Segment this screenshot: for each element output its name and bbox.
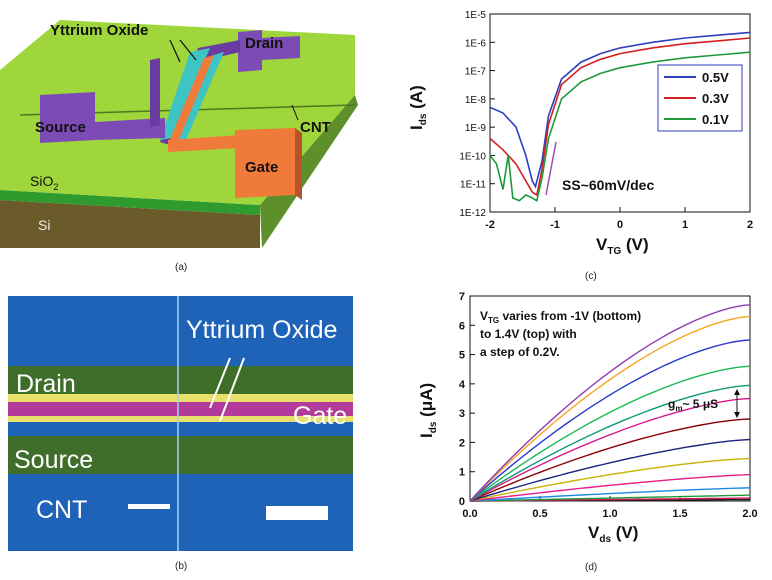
label-gate-b: Gate: [293, 402, 347, 430]
caption-b: (b): [175, 561, 188, 572]
series-line-d-8: [469, 397, 751, 502]
y-tick-label-c: 1E-11: [460, 180, 486, 191]
oxide-strip-2: [176, 52, 224, 142]
y-tick-label-c: 1E-5: [465, 10, 487, 21]
x-tick-label-d: 2.0: [742, 508, 757, 520]
series-line-d-13: [469, 304, 751, 502]
y-tick-label-d: 7: [459, 291, 465, 303]
si-layer: [0, 200, 260, 248]
panel-d: 0 1 2 3 4 5 6 7 0.0 0.5 1.0 1.5 2.0 VTG varies from…: [400, 288, 772, 558]
label-source: Source: [35, 119, 86, 136]
y-axis-label-d: Ids (μA): [417, 383, 439, 438]
gate-pad-side: [295, 128, 302, 200]
x-tick-label-c: 0: [617, 219, 623, 231]
y-tick-label-d: 0: [459, 496, 465, 508]
series-line-d-11: [469, 339, 751, 502]
label-cnt-b: CNT: [36, 496, 87, 524]
label-cnt: CNT: [300, 119, 331, 136]
series-line-d-5: [469, 457, 751, 502]
y-tick-label-d: 6: [459, 320, 465, 332]
series-line-d-6: [469, 438, 751, 502]
legend-0: 0.5V: [702, 70, 729, 85]
y-tick-label-c: 1E-8: [465, 95, 487, 106]
panel-c: 1E-12 1E-11 1E-10 1E-9 1E-8 1E-7 1E-6 1E-5 -2 -1…: [400, 0, 772, 270]
label-yttrium-b: Yttrium Oxide: [186, 316, 337, 344]
label-drain-b: Drain: [16, 370, 76, 398]
plot-frame-d: [469, 295, 751, 502]
series-line-d-12: [469, 315, 751, 502]
gm-annotation: gm~ 5 μS: [668, 397, 718, 413]
caption-d: (d): [585, 562, 598, 573]
series-line-d-9: [469, 384, 751, 502]
y-tick-label-c: 1E-7: [465, 67, 487, 78]
device-schematic: Yttrium Oxide Drain Source CNT Gate SiO2…: [0, 20, 358, 248]
label-source-b: Source: [14, 446, 93, 474]
x-tick-label-c: 1: [682, 219, 688, 231]
x-tick-label-d: 1.5: [672, 508, 687, 520]
series-line-c-1: [489, 37, 751, 197]
caption-c: (c): [585, 271, 597, 282]
legend: 0.5V 0.3V 0.1V: [657, 64, 743, 132]
x-tick-label-c: -2: [485, 219, 495, 231]
panel-a: Yttrium Oxide Drain Source CNT Gate SiO2…: [0, 0, 360, 250]
y-tick-label-c: 1E-12: [459, 208, 486, 219]
sio2-layer: [0, 190, 260, 215]
label-yttrium: Yttrium Oxide: [50, 22, 148, 39]
legend-2: 0.1V: [702, 112, 729, 127]
label-gate: Gate: [245, 159, 278, 176]
ss-annotation: SS~60mV/dec: [562, 177, 654, 193]
y-tick-label-d: 4: [459, 379, 466, 391]
x-tick-label-c: 2: [747, 219, 753, 231]
gate-finger: [168, 55, 214, 144]
transfer-chart: 1E-12 1E-11 1E-10 1E-9 1E-8 1E-7 1E-6 1E-5 -2 -1…: [407, 10, 753, 257]
y-tick-label-c: 1E-6: [465, 38, 487, 49]
gate-connector: [168, 135, 240, 152]
caption-a: (a): [175, 262, 188, 273]
drain-electrode: [238, 30, 262, 72]
gate-pad: [235, 128, 295, 198]
series-line-d-7: [469, 418, 751, 502]
y-tick-label-c: 1E-9: [465, 123, 487, 134]
series-line-d-4: [469, 473, 751, 502]
label-si: Si: [38, 217, 50, 233]
source-finger: [150, 58, 160, 127]
y-tick-label-d: 5: [459, 350, 465, 362]
x-axis-label: VTG (V): [596, 235, 649, 257]
series-line-d-3: [469, 487, 751, 502]
y-tick-label-d: 3: [459, 408, 465, 420]
legend-1: 0.3V: [702, 91, 729, 106]
y-axis-label: Ids (A): [407, 85, 429, 130]
series-line-c-0: [489, 31, 751, 189]
source-arm: [95, 118, 165, 140]
x-tick-label-d: 0.5: [532, 508, 547, 520]
label-drain: Drain: [245, 35, 283, 52]
x-tick-label-d: 1.0: [602, 508, 617, 520]
source-pad: [40, 92, 95, 143]
label-sio2: SiO2: [30, 173, 58, 192]
output-chart: 0 1 2 3 4 5 6 7 0.0 0.5 1.0 1.5 2.0 VTG varies from…: [417, 291, 758, 545]
device-micrograph: Yttrium Oxide Drain Gate Source CNT: [8, 296, 353, 551]
drain-pad: [262, 36, 300, 60]
x-axis-label-d: Vds (V): [588, 523, 638, 545]
oxide-strip: [160, 48, 210, 140]
x-tick-label-d: 0.0: [462, 508, 477, 520]
panel-b: Yttrium Oxide Drain Gate Source CNT: [8, 296, 353, 551]
y-tick-label-d: 2: [459, 437, 465, 449]
series-line-d-2: [469, 494, 751, 502]
substrate-side: [260, 95, 358, 248]
vtg-annotation: VTG varies from -1V (bottom) to 1.4V (to…: [480, 309, 645, 359]
series-line-c-2: [489, 51, 751, 202]
series-line-d-10: [469, 365, 751, 502]
y-tick-label-d: 1: [459, 467, 465, 479]
y-tick-label-c: 1E-10: [459, 151, 486, 162]
x-tick-label-c: -1: [550, 219, 560, 231]
